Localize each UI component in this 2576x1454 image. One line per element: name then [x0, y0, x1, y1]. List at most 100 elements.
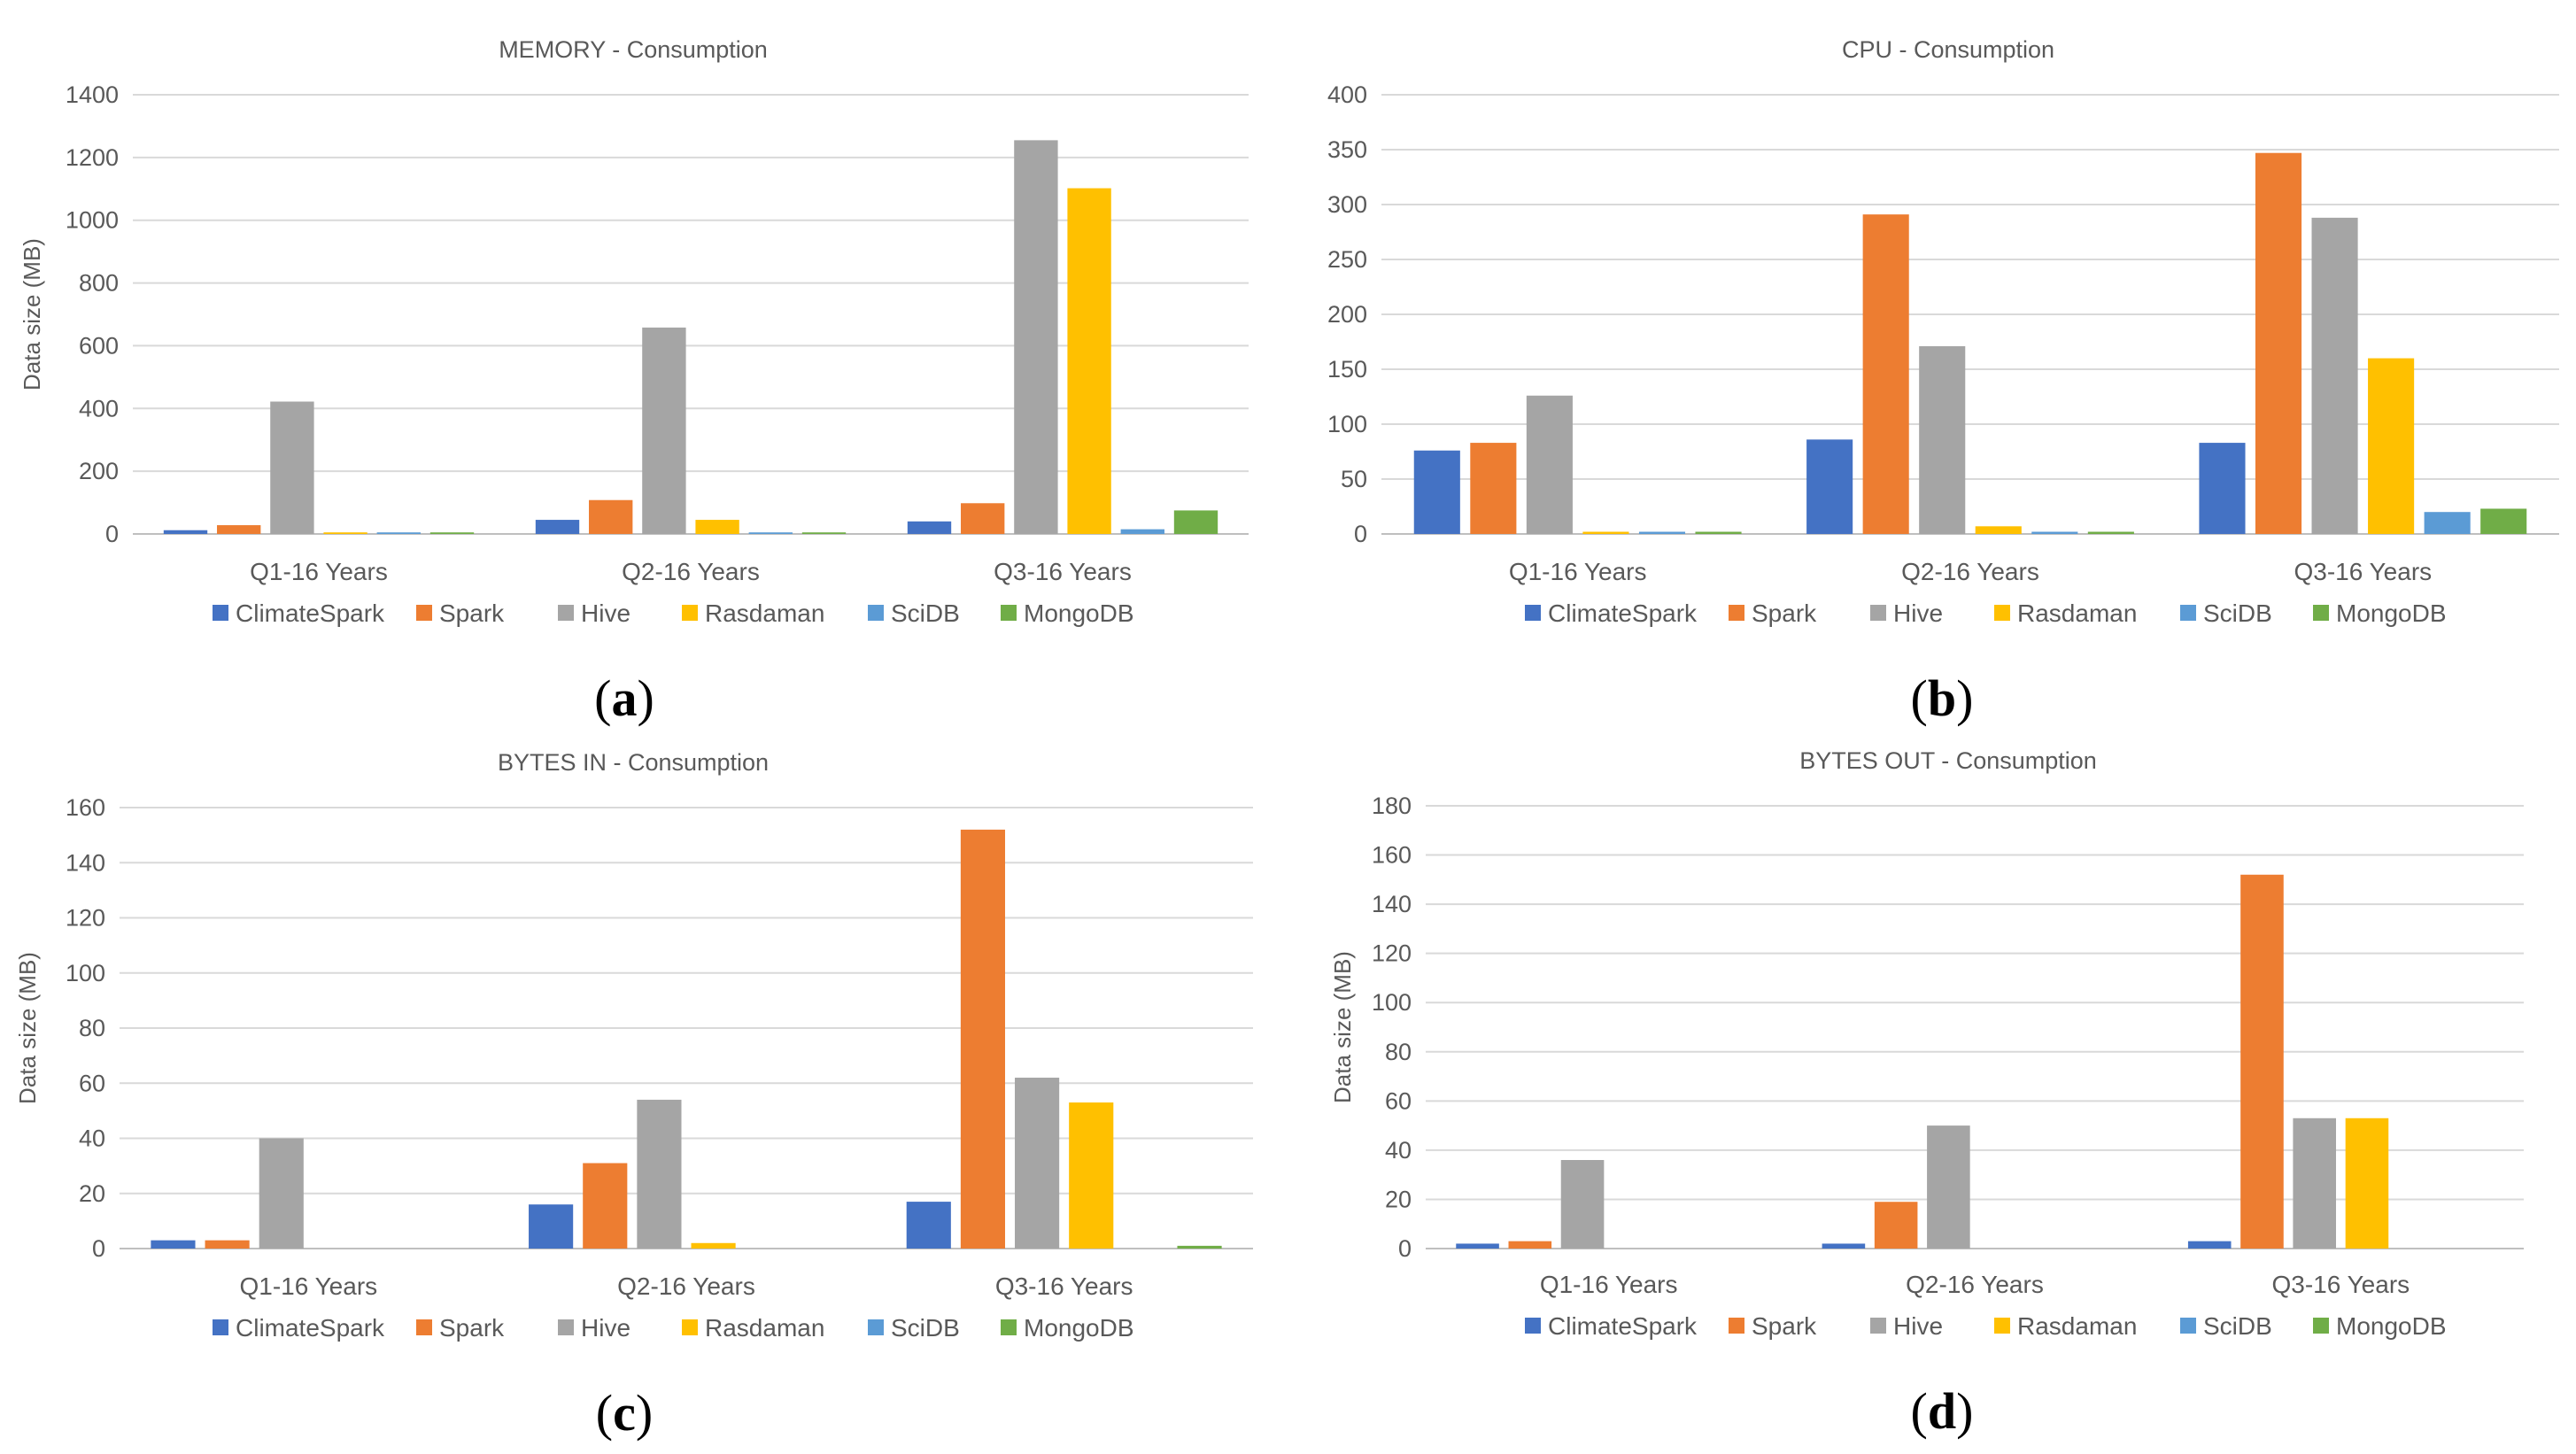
bar-rasdaman-3: [2345, 1118, 2389, 1249]
y-axis-label: Data size (MB): [1329, 951, 1356, 1103]
bar-rasdaman-2: [1975, 526, 2022, 534]
bar-rasdaman-3: [1069, 1102, 1114, 1249]
bar-mongodb-2: [2087, 531, 2134, 534]
x-category-label: Q3-16 Years: [2294, 558, 2432, 585]
legend-label-spark: Spark: [439, 1314, 505, 1342]
panel-label: (b): [1911, 669, 1974, 727]
bar-hive-3: [2293, 1118, 2337, 1249]
legend-label-scidb: SciDB: [2203, 599, 2272, 627]
legend-swatch-rasdaman: [682, 605, 698, 621]
y-tick-label: 100: [1327, 411, 1367, 437]
memory-chart: MEMORY - Consumption 0 200 400 600 800 1000 120…: [19, 36, 1249, 727]
y-axis-label: Data size (MB): [14, 952, 41, 1104]
y-tick-label: 1400: [66, 81, 119, 108]
legend-label-rasdaman: Rasdaman: [705, 599, 824, 627]
bar-scidb-3: [1120, 529, 1164, 534]
bar-climatespark-3: [907, 521, 952, 534]
legend-swatch-rasdaman: [682, 1319, 698, 1335]
y-tick-label: 250: [1327, 246, 1367, 273]
bar-scidb-1: [376, 532, 421, 534]
bytes-out-chart: BYTES OUT - Consumption 0 20 40 60 80 100 120 14…: [1329, 747, 2524, 1440]
chart-title: CPU - Consumption: [1842, 36, 2054, 63]
bar-rasdaman-2: [695, 520, 739, 534]
y-tick-label: 200: [1327, 301, 1367, 328]
legend-label-mongodb: MongoDB: [2336, 599, 2447, 627]
y-tick-label: 600: [79, 332, 119, 359]
y-tick-label: 100: [1372, 989, 1412, 1016]
legend-label-climatespark: ClimateSpark: [236, 599, 385, 627]
bar-spark-2: [1874, 1202, 1918, 1249]
legend-label-climatespark: ClimateSpark: [1548, 1312, 1698, 1340]
legend-label-hive: Hive: [581, 599, 630, 627]
bar-scidb-2: [2031, 531, 2078, 534]
bar-scidb-1: [1638, 531, 1686, 534]
legend-label-mongodb: MongoDB: [2336, 1312, 2447, 1340]
bar-hive-1: [259, 1138, 304, 1249]
y-tick-label: 0: [1354, 521, 1367, 547]
bar-scidb-2: [748, 532, 793, 534]
y-tick-label: 350: [1327, 136, 1367, 163]
legend-swatch-climatespark: [213, 1319, 228, 1335]
bar-hive-3: [1014, 140, 1058, 534]
bar-spark-1: [217, 525, 261, 534]
legend-label-mongodb: MongoDB: [1024, 1314, 1134, 1342]
x-category-label: Q2-16 Years: [1901, 558, 2039, 585]
y-tick-label: 400: [79, 395, 119, 422]
x-category-label: Q2-16 Years: [622, 558, 760, 585]
legend-label-hive: Hive: [581, 1314, 630, 1342]
y-tick-label: 50: [1341, 466, 1367, 492]
legend-swatch-spark: [1729, 1318, 1744, 1334]
legend-label-hive: Hive: [1893, 599, 1943, 627]
legend-swatch-mongodb: [2313, 605, 2329, 621]
y-tick-label: 160: [1372, 842, 1412, 869]
x-category-label: Q1-16 Years: [239, 1272, 377, 1300]
legend-swatch-hive: [558, 1319, 574, 1335]
y-tick-label: 120: [66, 905, 105, 932]
legend-swatch-spark: [1729, 605, 1744, 621]
legend-label-scidb: SciDB: [2203, 1312, 2272, 1340]
bar-spark-1: [1470, 443, 1517, 534]
bar-climatespark-1: [1456, 1243, 1499, 1249]
y-tick-label: 20: [79, 1180, 105, 1207]
legend-label-spark: Spark: [1752, 599, 1817, 627]
legend-swatch-climatespark: [1525, 605, 1541, 621]
legend-label-rasdaman: Rasdaman: [2017, 599, 2137, 627]
chart-title: BYTES IN - Consumption: [498, 749, 769, 776]
legend-label-rasdaman: Rasdaman: [2017, 1312, 2137, 1340]
bar-climatespark-2: [1822, 1243, 1866, 1249]
legend-label-spark: Spark: [439, 599, 505, 627]
y-tick-label: 140: [66, 849, 105, 876]
x-category-label: Q3-16 Years: [994, 558, 1132, 585]
panel-label: (d): [1911, 1382, 1974, 1440]
legend-label-mongodb: MongoDB: [1024, 599, 1134, 627]
x-category-label: Q1-16 Years: [1540, 1271, 1678, 1298]
legend-swatch-spark: [416, 605, 432, 621]
y-tick-label: 60: [79, 1070, 105, 1096]
bar-hive-1: [1526, 395, 1573, 534]
bar-spark-3: [960, 829, 1006, 1249]
bar-spark-3: [2255, 152, 2302, 534]
y-tick-label: 180: [1372, 793, 1412, 819]
y-tick-label: 300: [1327, 191, 1367, 218]
y-tick-label: 100: [66, 960, 105, 986]
bar-hive-3: [1015, 1078, 1060, 1249]
legend-label-climatespark: ClimateSpark: [236, 1314, 385, 1342]
bar-climatespark-1: [1413, 450, 1460, 534]
bar-spark-3: [961, 503, 1005, 534]
legend-swatch-scidb: [2180, 605, 2196, 621]
y-tick-label: 1000: [66, 207, 119, 234]
y-tick-label: 120: [1372, 940, 1412, 967]
y-tick-label: 140: [1372, 891, 1412, 917]
legend-label-climatespark: ClimateSpark: [1548, 599, 1698, 627]
bar-climatespark-2: [529, 1204, 574, 1249]
bar-hive-2: [642, 327, 686, 534]
y-axis-label: Data size (MB): [19, 238, 45, 391]
legend-swatch-climatespark: [1525, 1318, 1541, 1334]
bar-hive-2: [1919, 345, 1966, 534]
bar-scidb-3: [2424, 512, 2471, 534]
legend-label-scidb: SciDB: [891, 1314, 960, 1342]
y-tick-label: 80: [1385, 1039, 1412, 1065]
y-tick-label: 160: [66, 794, 105, 821]
y-tick-label: 40: [1385, 1137, 1412, 1164]
